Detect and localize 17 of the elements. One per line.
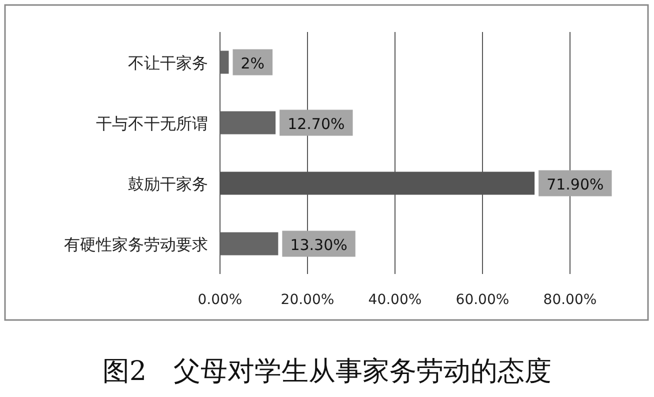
data-label: 12.70% bbox=[288, 114, 345, 133]
data-label: 13.30% bbox=[290, 236, 348, 254]
x-tick-label: 80.00% bbox=[543, 292, 597, 308]
bar bbox=[220, 232, 278, 256]
text: 图2 父母对学生从事家务劳动的态度 bbox=[102, 356, 552, 387]
bar bbox=[220, 111, 276, 134]
data-label: 2% bbox=[240, 54, 265, 72]
y-tick-label: 鼓励干家务 bbox=[128, 174, 208, 194]
y-tick-label: 干与不干无所谓 bbox=[96, 114, 208, 133]
data-label: 71.90% bbox=[546, 175, 604, 194]
x-tick-label: 60.00% bbox=[456, 292, 510, 308]
x-tick-label: 40.00% bbox=[368, 292, 422, 308]
y-tick-label: 不让干家务 bbox=[128, 53, 208, 72]
x-tick-label: 0.00% bbox=[198, 292, 242, 308]
y-tick-label: 有硬性家务劳动要求 bbox=[64, 234, 208, 254]
bar bbox=[220, 50, 229, 74]
x-tick-label: 20.00% bbox=[280, 292, 334, 308]
